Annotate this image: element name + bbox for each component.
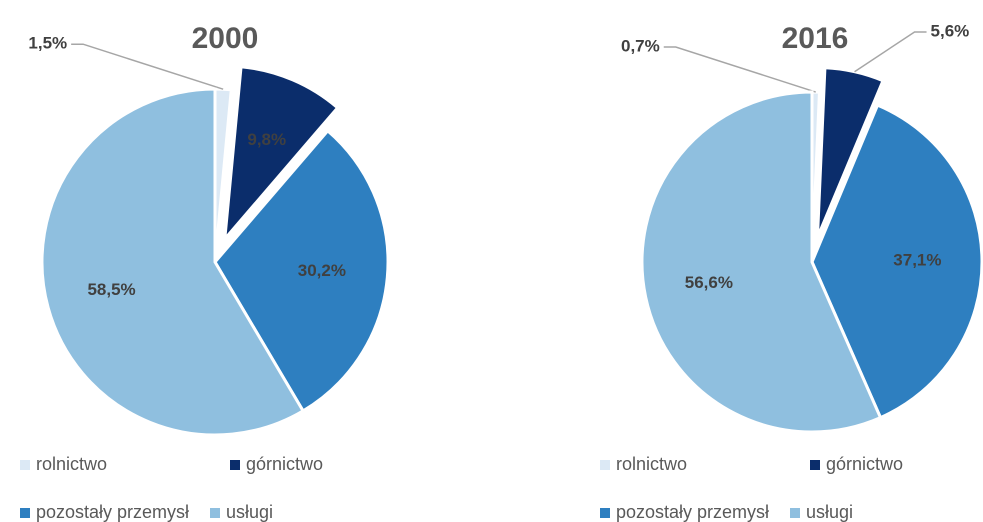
legend-swatch: [790, 508, 800, 518]
legend-swatch: [600, 460, 610, 470]
pie-slice: [222, 65, 340, 244]
legend-label: usługi: [806, 502, 853, 522]
legend-label: pozostały przemysł: [616, 502, 769, 522]
data-label: 0,7%: [621, 37, 660, 56]
chart-title: 2016: [782, 22, 849, 55]
legend-swatch: [210, 508, 220, 518]
legend-label: rolnictwo: [36, 454, 107, 474]
legend-label: górnictwo: [246, 454, 323, 474]
legend-label: górnictwo: [826, 454, 903, 474]
leader-line: [663, 46, 816, 93]
data-label: 5,6%: [931, 21, 970, 40]
data-label: 9,8%: [247, 130, 286, 149]
legend-swatch: [230, 460, 240, 470]
legend-swatch: [810, 460, 820, 470]
legend-label: pozostały przemysł: [36, 502, 189, 522]
leader-line: [71, 43, 224, 90]
pie-slice: [40, 87, 306, 437]
legend-swatch: [20, 508, 30, 518]
pie-slice: [213, 128, 390, 413]
data-label: 56,6%: [685, 273, 733, 292]
data-label: 58,5%: [87, 280, 135, 299]
pie-slice: [810, 103, 983, 420]
legend-swatch: [600, 508, 610, 518]
legend-swatch: [20, 460, 30, 470]
data-label: 37,1%: [893, 250, 941, 269]
leader-line: [854, 31, 927, 73]
data-label: 1,5%: [28, 34, 67, 53]
pie-slice: [640, 90, 883, 434]
legend-label: rolnictwo: [616, 454, 687, 474]
chart-title: 2000: [192, 22, 259, 55]
data-label: 30,2%: [298, 261, 346, 280]
legend-label: usługi: [226, 502, 273, 522]
